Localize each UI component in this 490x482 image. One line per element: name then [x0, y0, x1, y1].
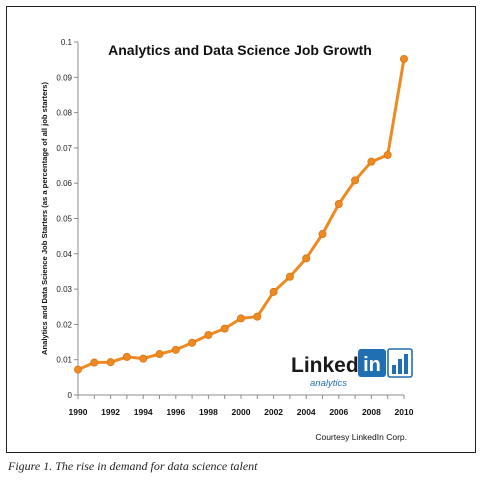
x-tick-label: 2004 [297, 407, 316, 417]
y-tick-label: 0.03 [56, 285, 72, 294]
logo-linked-text: Linked [291, 354, 359, 377]
data-point [302, 254, 311, 263]
data-point [351, 176, 360, 185]
x-tick-label: 2010 [395, 407, 414, 417]
data-point [334, 200, 343, 209]
data-point [139, 354, 148, 363]
x-tick-label: 2000 [232, 407, 251, 417]
data-point [220, 324, 229, 333]
line-chart: 0 0.01 0.02 0.03 0.04 0.05 0.06 0.07 0.08 0.09 0.1… [40, 38, 414, 442]
logo-analytics-text: analytics [310, 378, 347, 389]
x-tick-label: 2006 [329, 407, 348, 417]
data-point [90, 358, 99, 367]
y-tick-label: 0.09 [56, 73, 72, 82]
x-tick-label: 2008 [362, 407, 381, 417]
y-tick-label: 0.08 [56, 109, 72, 118]
x-tick-label: 1992 [101, 407, 120, 417]
data-point [383, 150, 392, 159]
y-tick-label: 0.01 [56, 356, 72, 365]
logo-in-text: in [363, 354, 381, 376]
data-point [106, 358, 115, 367]
data-point [74, 365, 83, 374]
y-axis-label: Analytics and Data Science Job Starters … [40, 82, 49, 356]
data-point [269, 287, 278, 296]
x-tick-label: 1994 [134, 407, 153, 417]
y-tick-label: 0 [68, 391, 73, 400]
series-line [76, 57, 406, 372]
data-point [367, 157, 376, 166]
logo-bar-icon-bar [392, 365, 396, 374]
y-tick-label: 0.04 [56, 250, 72, 259]
y-tick-label: 0.06 [56, 179, 72, 188]
data-point [171, 345, 180, 354]
logo-bar-icon-bar [404, 354, 408, 374]
data-point [253, 312, 262, 321]
x-tick-label: 1990 [69, 407, 88, 417]
y-tick-label: 0.02 [56, 320, 72, 329]
data-point [399, 54, 408, 63]
figure-caption: Figure 1. The rise in demand for data sc… [8, 459, 258, 473]
x-tick-label: 2002 [264, 407, 283, 417]
y-tick-label: 0.07 [56, 144, 72, 153]
logo-bar-icon-bar [398, 359, 402, 374]
data-point [155, 350, 164, 359]
data-point [236, 314, 245, 323]
chart-title: Analytics and Data Science Job Growth [108, 42, 372, 58]
figure-frame: 0 0.01 0.02 0.03 0.04 0.05 0.06 0.07 0.08 0.09 0.1… [6, 6, 476, 453]
data-point [318, 230, 327, 239]
y-tick-label: 0.1 [61, 38, 73, 47]
data-point [204, 330, 213, 339]
x-tick-label: 1996 [166, 407, 185, 417]
logo-in-box [358, 349, 386, 377]
y-tick-label: 0.05 [56, 215, 72, 224]
data-point [188, 338, 197, 347]
credit-text: Courtesy LinkedIn Corp. [315, 432, 407, 442]
data-point [285, 272, 294, 281]
data-point [122, 352, 131, 361]
x-tick-label: 1998 [199, 407, 218, 417]
